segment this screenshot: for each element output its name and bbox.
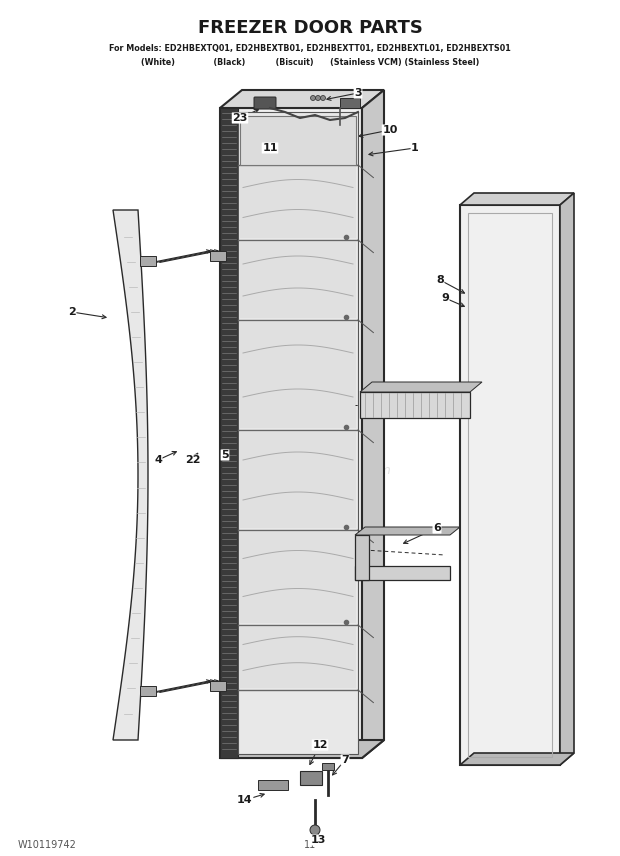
Bar: [240, 167, 356, 238]
Text: FREEZER DOOR PARTS: FREEZER DOOR PARTS: [198, 19, 422, 37]
Text: 1: 1: [411, 143, 419, 153]
Bar: [140, 686, 156, 696]
Bar: [360, 392, 470, 418]
Polygon shape: [220, 108, 362, 758]
Bar: [140, 256, 156, 266]
Circle shape: [310, 825, 320, 835]
Text: 10: 10: [383, 125, 397, 135]
Bar: [210, 681, 226, 691]
Bar: [355, 535, 369, 580]
Text: 23: 23: [232, 113, 247, 123]
Text: 4: 4: [154, 455, 162, 465]
Polygon shape: [355, 527, 460, 535]
Bar: [460, 205, 560, 765]
Bar: [300, 771, 322, 785]
Bar: [210, 251, 226, 261]
Bar: [240, 242, 356, 318]
FancyBboxPatch shape: [254, 97, 276, 109]
Text: 14: 14: [237, 795, 253, 805]
Bar: [258, 780, 288, 790]
Text: 6: 6: [433, 523, 441, 533]
Polygon shape: [460, 193, 574, 205]
Bar: [468, 213, 552, 757]
Bar: [240, 532, 356, 623]
Text: 7: 7: [341, 755, 349, 765]
Polygon shape: [113, 210, 148, 740]
Polygon shape: [362, 90, 384, 758]
Text: 3: 3: [354, 88, 362, 98]
Text: 11: 11: [304, 840, 316, 850]
Text: 9: 9: [441, 293, 449, 303]
Text: 5: 5: [221, 450, 229, 460]
Polygon shape: [360, 382, 482, 392]
Polygon shape: [560, 193, 574, 765]
Text: (White)              (Black)           (Biscuit)      (Stainless VCM) (Stainless: (White) (Black) (Biscuit) (Stainless VCM…: [141, 57, 479, 67]
Text: eReplacementParts.com: eReplacementParts.com: [229, 463, 391, 477]
Bar: [355, 566, 450, 580]
Polygon shape: [220, 108, 238, 758]
Bar: [240, 627, 356, 688]
Text: 22: 22: [185, 455, 201, 465]
Polygon shape: [220, 90, 384, 108]
Text: W10119742: W10119742: [18, 840, 77, 850]
Text: 12: 12: [312, 740, 328, 750]
Bar: [240, 116, 356, 165]
Text: 13: 13: [311, 835, 326, 845]
Text: 8: 8: [436, 275, 444, 285]
Bar: [240, 322, 356, 428]
Circle shape: [316, 96, 321, 100]
Polygon shape: [220, 740, 384, 758]
Bar: [238, 112, 358, 754]
Circle shape: [311, 96, 316, 100]
Polygon shape: [460, 753, 574, 765]
Circle shape: [321, 96, 326, 100]
Text: For Models: ED2HBEXTQ01, ED2HBEXTB01, ED2HBEXTT01, ED2HBEXTL01, ED2HBEXTS01: For Models: ED2HBEXTQ01, ED2HBEXTB01, ED…: [109, 44, 511, 52]
Bar: [322, 763, 334, 770]
Text: 2: 2: [68, 307, 76, 317]
Bar: [340, 98, 360, 108]
Bar: [240, 432, 356, 528]
Text: 11: 11: [262, 143, 278, 153]
